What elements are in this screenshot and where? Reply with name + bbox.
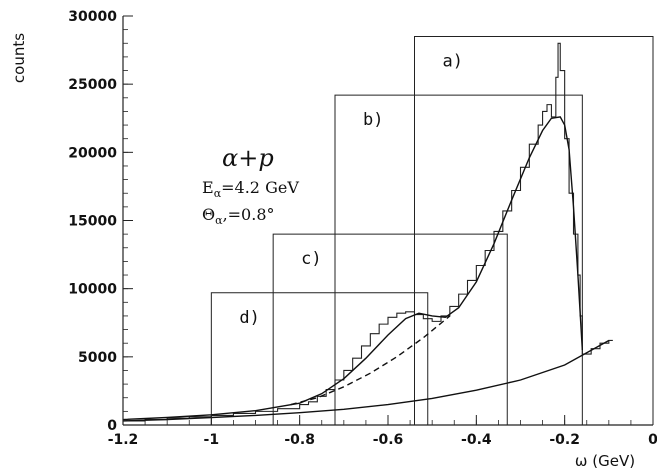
selection-box-label: c) <box>301 249 321 269</box>
x-tick-label: -0.6 <box>373 432 404 448</box>
y-tick-label: 30000 <box>68 9 117 25</box>
reaction-label: α+p <box>222 144 274 172</box>
energy-value: =4.2 GeV <box>221 178 299 197</box>
y-tick-label: 5000 <box>78 350 117 366</box>
selection-box-label: d) <box>239 308 259 328</box>
data-series <box>122 42 613 422</box>
x-tick-label: -0.2 <box>549 432 580 448</box>
selection-boxes: a) b) c) d) <box>210 35 654 425</box>
y-tick-label: 10000 <box>68 282 117 298</box>
selection-box-label: a) <box>443 51 463 71</box>
angle-symbol: Θ <box>202 205 215 224</box>
fit-background-series <box>122 339 610 422</box>
energy-symbol: E <box>202 178 214 197</box>
angle-subscript: α <box>215 214 223 227</box>
reaction-annotation: α+p Eα=4.2 GeV Θα,=0.8° <box>202 144 299 227</box>
y-tick-label: 0 <box>107 418 117 434</box>
selection-box <box>272 233 508 425</box>
x-tick-label: 0 <box>648 432 657 448</box>
fit-dashed-series <box>290 315 451 406</box>
axes: -1.2 -1 -0.8 -0.6 -0.4 -0.2 0 0 5000 10000 15000 20… <box>68 9 657 448</box>
scattering-angle-label: Θα,=0.8° <box>202 205 275 227</box>
selection-box <box>210 292 429 425</box>
angle-value: ,=0.8° <box>223 205 275 224</box>
y-axis-label: counts <box>10 33 28 83</box>
selection-box-label: b) <box>363 110 383 130</box>
beam-energy-label: Eα=4.2 GeV <box>202 178 299 200</box>
y-tick-label: 25000 <box>68 77 117 93</box>
x-tick-label: -1.2 <box>108 432 139 448</box>
x-tick-label: -0.8 <box>284 432 315 448</box>
histogram-series <box>123 42 613 422</box>
x-tick-label: -1 <box>204 432 220 448</box>
x-axis-label: ω (GeV) <box>575 452 635 470</box>
y-tick-label: 15000 <box>68 214 117 230</box>
fit-total-series <box>122 116 584 421</box>
selection-box <box>334 94 583 425</box>
y-tick-label: 20000 <box>68 145 117 161</box>
selection-box <box>414 35 654 425</box>
x-tick-label: -0.4 <box>461 432 492 448</box>
energy-subscript: α <box>214 187 222 200</box>
